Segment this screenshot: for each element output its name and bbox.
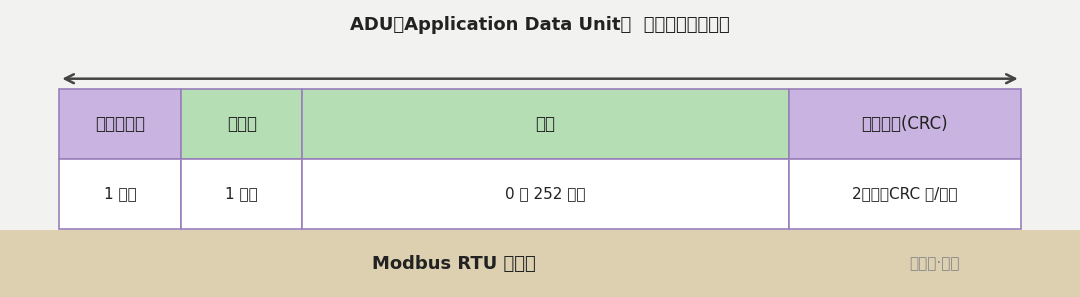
- Text: 功能码: 功能码: [227, 115, 257, 133]
- Bar: [788, 89, 1021, 159]
- Text: 0 到 252 字节: 0 到 252 字节: [505, 186, 585, 201]
- Text: 差错校验(CRC): 差错校验(CRC): [861, 115, 948, 133]
- Bar: [59, 89, 181, 159]
- Text: 公众号·跃日: 公众号·跃日: [909, 256, 959, 271]
- Bar: [302, 89, 788, 159]
- Text: 1 字节: 1 字节: [226, 186, 258, 201]
- Text: 2字节（CRC 低/高）: 2字节（CRC 低/高）: [852, 186, 957, 201]
- Bar: [181, 89, 302, 159]
- Text: 子节点地址: 子节点地址: [95, 115, 145, 133]
- Bar: [0, 230, 1080, 297]
- Text: Modbus RTU 数据帧: Modbus RTU 数据帧: [372, 255, 536, 273]
- Text: 数据: 数据: [536, 115, 555, 133]
- Text: ADU（Application Data Unit）  （应用数据单元）: ADU（Application Data Unit） （应用数据单元）: [350, 16, 730, 34]
- Bar: [181, 159, 302, 229]
- Bar: [59, 159, 181, 229]
- Text: 1 字节: 1 字节: [104, 186, 136, 201]
- Bar: [0, 0, 1080, 230]
- Bar: [788, 159, 1021, 229]
- Bar: [302, 159, 788, 229]
